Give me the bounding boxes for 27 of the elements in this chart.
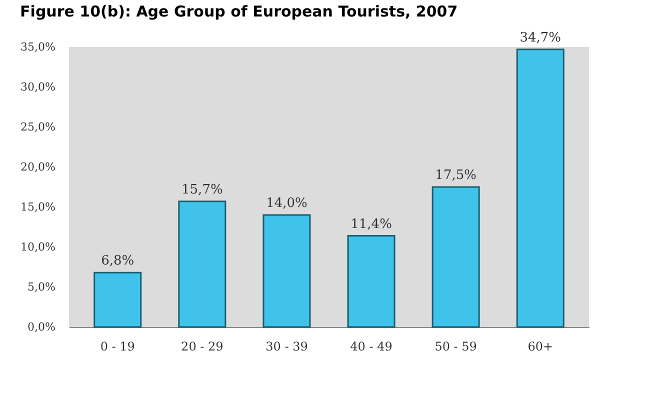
x-tick-label: 40 - 49 <box>350 340 392 354</box>
bar <box>94 272 142 328</box>
data-label: 6,8% <box>101 254 134 269</box>
x-tick-label: 0 - 19 <box>100 340 135 354</box>
bar <box>516 48 564 328</box>
x-tick-label: 30 - 39 <box>266 340 308 354</box>
data-label: 17,5% <box>435 168 476 183</box>
data-label: 11,4% <box>350 216 392 232</box>
bar <box>347 235 396 328</box>
data-label: 34,7% <box>520 30 562 46</box>
y-tick-label: 5,0% <box>28 280 56 294</box>
y-tick-label: 30,0% <box>20 80 56 94</box>
data-label: 15,7% <box>182 182 223 198</box>
x-tick-label: 50 - 59 <box>434 340 477 354</box>
chart-title: Figure 10(b): Age Group of European Tourists, 2007 <box>20 2 458 20</box>
y-tick-label: 0,0% <box>28 320 56 334</box>
x-tick-label: 60+ <box>528 340 554 354</box>
bar <box>262 214 311 328</box>
data-label: 14,0% <box>266 196 308 211</box>
x-tick-label: 20 - 29 <box>181 340 224 354</box>
y-tick-label: 35,0% <box>20 40 56 54</box>
y-tick-label: 20,0% <box>20 160 56 174</box>
y-tick-label: 15,0% <box>20 200 56 214</box>
y-tick-label: 25,0% <box>20 120 56 134</box>
y-tick-label: 10,0% <box>20 240 56 254</box>
bar <box>178 200 226 328</box>
bar <box>432 186 480 328</box>
